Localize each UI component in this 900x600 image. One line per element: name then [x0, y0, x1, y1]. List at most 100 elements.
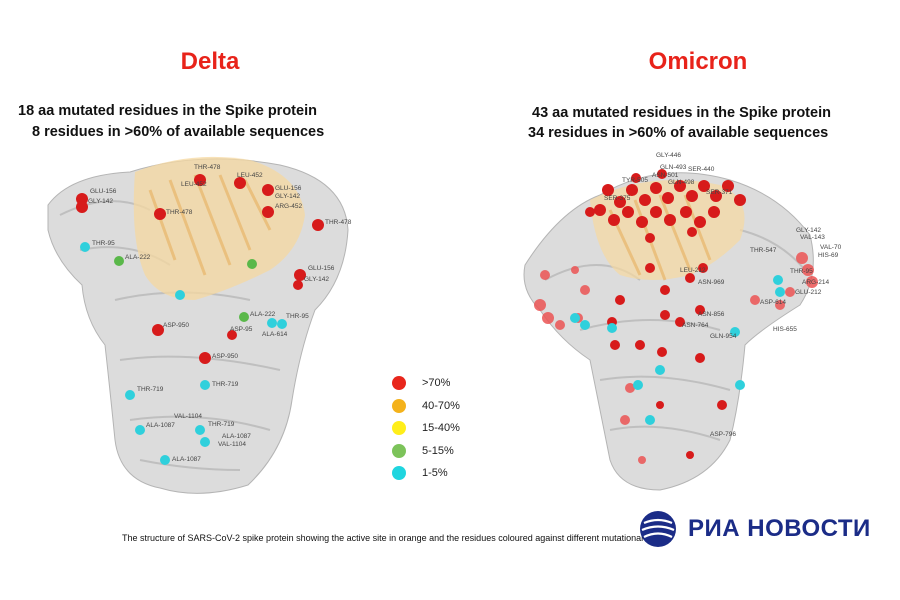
omicron-title: Omicron	[648, 48, 748, 75]
omicron-line2: 34 residues in >60% of available sequenc…	[528, 125, 829, 141]
legend-label: 40-70%	[422, 399, 460, 412]
omicron-residue	[608, 214, 620, 226]
omicron-residue	[796, 252, 808, 264]
residue-label: GLY-142	[275, 193, 300, 200]
omicron-residue	[638, 456, 646, 464]
residue-label: ALA-222	[250, 311, 276, 318]
omicron-residue	[571, 266, 579, 274]
omicron-protein-body	[523, 172, 814, 491]
residue-label: TYR-505	[622, 177, 648, 184]
omicron-residue	[650, 182, 662, 194]
omicron-residue	[570, 313, 580, 323]
omicron-residue	[750, 295, 760, 305]
omicron-residue	[631, 173, 641, 183]
residue-label: THR-478	[166, 209, 193, 216]
omicron-residue	[542, 312, 554, 324]
residue-label: THR-95	[286, 313, 309, 320]
delta-residue	[80, 242, 90, 252]
omicron-residue	[540, 270, 550, 280]
legend: >70% 40-70% 15-40% 5-15% 1-5%	[392, 372, 460, 485]
residue-label: LEU-452	[237, 172, 263, 179]
residue-label: THR-719	[208, 421, 235, 428]
residue-label: HIS-69	[818, 252, 839, 259]
residue-label: GLY-142	[88, 198, 113, 205]
residue-label: THR-95	[92, 240, 115, 247]
delta-protein-body	[47, 156, 349, 494]
legend-label: 15-40%	[422, 422, 460, 435]
residue-label: SER-371	[706, 189, 733, 196]
omicron-residue	[626, 184, 638, 196]
omicron-residue-labels: GLY-446 GLN-493 SER-440 ASN-501 GLN-498 …	[604, 152, 842, 438]
omicron-residue	[660, 310, 670, 320]
delta-residue	[227, 330, 237, 340]
delta-residue	[195, 425, 205, 435]
residue-label: THR-719	[137, 386, 164, 393]
residue-label: LEU-212	[680, 267, 706, 274]
figure-caption: The structure of SARS-CoV-2 spike protei…	[122, 533, 662, 543]
legend-item: 1-5%	[392, 462, 460, 485]
legend-label: >70%	[422, 377, 451, 390]
omicron-residue	[594, 204, 606, 216]
residue-label: THR-478	[325, 219, 352, 226]
omicron-residue	[695, 353, 705, 363]
omicron-residue	[635, 340, 645, 350]
omicron-residues	[534, 169, 818, 464]
residue-label: LEU-452	[181, 181, 207, 188]
omicron-residue	[534, 299, 546, 311]
residue-label: VAL-1104	[218, 441, 246, 448]
residue-label: ASP-796	[710, 431, 736, 438]
residue-label: ASP-950	[212, 353, 238, 360]
residue-label: VAL-143	[800, 234, 825, 241]
omicron-residue	[686, 190, 698, 202]
omicron-residue	[614, 196, 626, 208]
residue-label: GLN-498	[668, 179, 695, 186]
delta-residue	[293, 280, 303, 290]
residue-label: ASN-501	[652, 172, 679, 179]
delta-title: Delta	[180, 48, 240, 75]
residue-label: ALA-614	[262, 331, 288, 338]
residue-label: ASP-614	[760, 299, 786, 306]
omicron-residue	[607, 323, 617, 333]
delta-residue	[262, 206, 274, 218]
residue-label: GLN-954	[710, 333, 737, 340]
omicron-residue	[580, 320, 590, 330]
omicron-residue	[687, 227, 697, 237]
omicron-residue	[698, 180, 710, 192]
legend-swatch	[392, 443, 406, 458]
residue-label: THR-478	[194, 164, 221, 171]
omicron-residue	[633, 380, 643, 390]
logo-text: РИА НОВОСТИ	[688, 515, 871, 542]
omicron-residue	[622, 206, 634, 218]
residue-label: ASP-950	[163, 322, 189, 329]
omicron-residue	[698, 263, 708, 273]
residue-label: ARG-452	[275, 203, 302, 210]
residue-label: SER-375	[604, 195, 631, 202]
residue-label: SER-440	[688, 166, 715, 173]
omicron-residue	[655, 365, 665, 375]
omicron-residue	[650, 206, 662, 218]
residue-label: GLU-212	[795, 289, 822, 296]
delta-residue	[247, 259, 257, 269]
globe-icon	[640, 511, 676, 547]
delta-residue	[277, 319, 287, 329]
omicron-residue	[734, 194, 746, 206]
omicron-residue	[602, 184, 614, 196]
omicron-residue	[636, 216, 648, 228]
omicron-residue	[717, 400, 727, 410]
omicron-residue	[664, 214, 676, 226]
residue-label: GLY-142	[796, 227, 821, 234]
omicron-residue	[657, 169, 667, 179]
delta-residues	[76, 174, 324, 465]
omicron-residue	[674, 180, 686, 192]
omicron-residue	[775, 287, 785, 297]
residue-label: ALA-222	[125, 254, 151, 261]
residue-label: GLY-142	[304, 276, 329, 283]
delta-residue	[199, 352, 211, 364]
omicron-residue	[639, 194, 651, 206]
residue-label: ALA-1087	[146, 422, 175, 429]
omicron-residue	[662, 192, 674, 204]
omicron-residue	[686, 451, 694, 459]
omicron-residue	[585, 207, 595, 217]
omicron-residue	[615, 295, 625, 305]
